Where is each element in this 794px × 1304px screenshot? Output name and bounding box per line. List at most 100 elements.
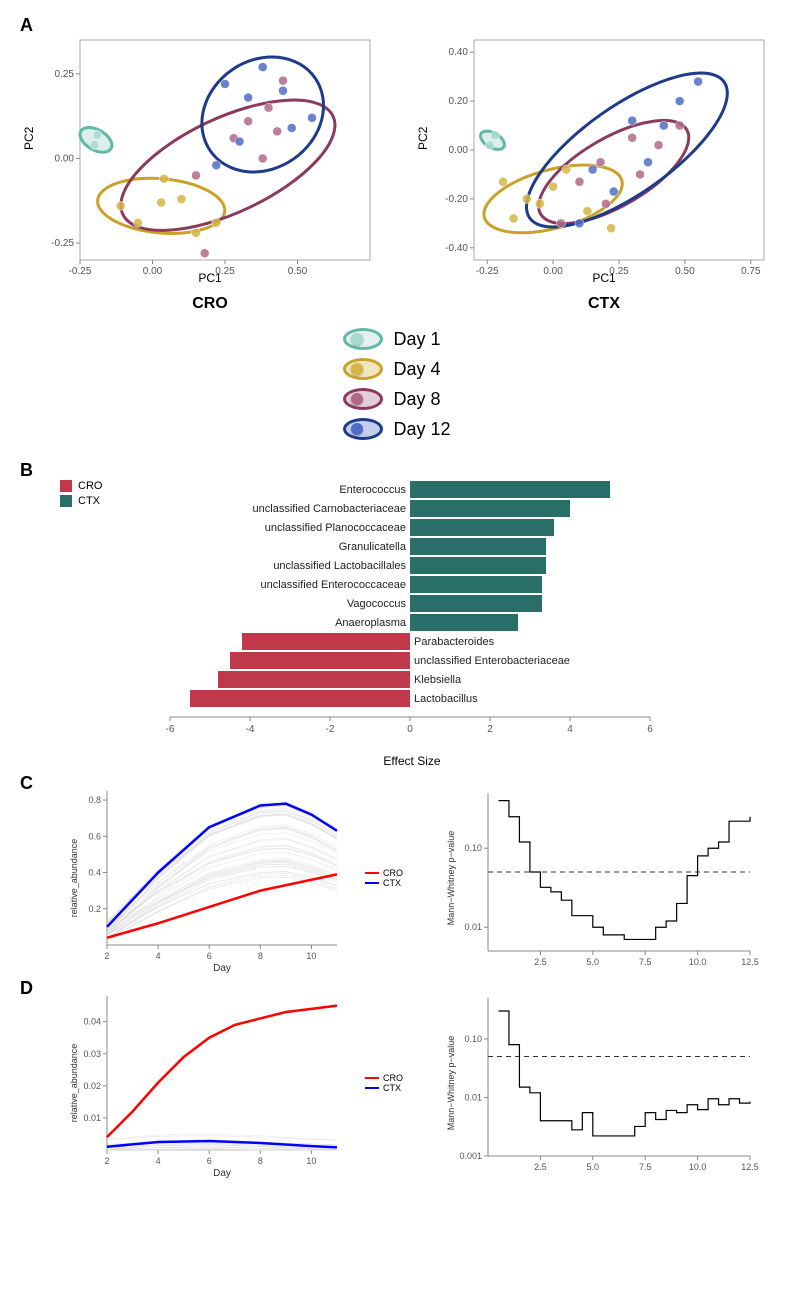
svg-text:0.40: 0.40 <box>449 47 469 58</box>
svg-text:6: 6 <box>207 951 212 961</box>
svg-text:0.001: 0.001 <box>459 1151 482 1161</box>
panel-c-left: 2468100.20.40.60.8relative_abundanceDay <box>65 783 345 973</box>
svg-text:5.0: 5.0 <box>587 1162 600 1172</box>
svg-text:0.10: 0.10 <box>464 843 482 853</box>
svg-text:-2: -2 <box>326 724 335 735</box>
panel-a-label: A <box>20 15 33 36</box>
svg-text:0.00: 0.00 <box>55 153 75 164</box>
svg-text:4: 4 <box>567 724 573 735</box>
svg-text:0.50: 0.50 <box>675 266 695 277</box>
svg-text:0.8: 0.8 <box>88 795 101 805</box>
svg-text:0.25: 0.25 <box>55 69 75 80</box>
panel-b: CROCTX Enterococcusunclassified Carnobac… <box>10 460 784 773</box>
svg-text:5.0: 5.0 <box>587 957 600 967</box>
svg-text:10.0: 10.0 <box>689 1162 707 1172</box>
svg-text:Lactobacillus: Lactobacillus <box>414 693 478 705</box>
legend-ctx: CTX <box>365 878 420 888</box>
svg-text:7.5: 7.5 <box>639 1162 652 1172</box>
svg-text:unclassified Lactobacillales: unclassified Lactobacillales <box>273 560 406 572</box>
svg-text:-4: -4 <box>246 724 255 735</box>
panel-c-legend: CROCTX <box>365 868 420 888</box>
svg-text:0.00: 0.00 <box>449 145 469 156</box>
svg-text:Anaeroplasma: Anaeroplasma <box>335 617 407 629</box>
svg-text:2: 2 <box>104 951 109 961</box>
ctx-title: CTX <box>434 295 774 313</box>
svg-text:unclassified Enterococcaceae: unclassified Enterococcaceae <box>260 579 406 591</box>
svg-text:0.01: 0.01 <box>464 922 482 932</box>
svg-text:0.00: 0.00 <box>543 266 563 277</box>
legend-ctx: CTX <box>365 1083 420 1093</box>
svg-text:-0.25: -0.25 <box>69 266 92 277</box>
panel-d: 2 4 6 8 10 0.01 0.02 0.03 0.04 relative_abundance… <box>10 978 784 1183</box>
svg-text:Parabacteroides: Parabacteroides <box>414 636 495 648</box>
panel-d-legend: CROCTX <box>365 1073 420 1093</box>
legend-item-day4: Day 4 <box>343 358 440 380</box>
legend-item-day8: Day 8 <box>343 388 440 410</box>
svg-text:relative_abundance: relative_abundance <box>69 839 79 918</box>
legend-item-day1: Day 1 <box>343 328 440 350</box>
svg-text:2.5: 2.5 <box>534 957 547 967</box>
svg-text:8: 8 <box>258 1156 263 1166</box>
svg-text:0.02: 0.02 <box>83 1081 101 1091</box>
svg-text:unclassified Planococcaceae: unclassified Planococcaceae <box>265 522 406 534</box>
svg-text:0: 0 <box>407 724 413 735</box>
svg-text:unclassified Carnobacteriaceae: unclassified Carnobacteriaceae <box>253 503 406 515</box>
svg-text:0.01: 0.01 <box>83 1113 101 1123</box>
effect-size-xlabel: Effect Size <box>80 754 744 768</box>
panel-c-right: 2.5 5.0 7.5 10.0 12.5 0.01 0.10 Mann−Whitney p−… <box>440 783 760 973</box>
svg-text:10: 10 <box>306 1156 316 1166</box>
panel-d-left: 2 4 6 8 10 0.01 0.02 0.03 0.04 relative_abundance… <box>65 988 345 1178</box>
svg-text:8: 8 <box>258 951 263 961</box>
svg-text:-6: -6 <box>166 724 175 735</box>
svg-text:unclassified Enterobacteriacea: unclassified Enterobacteriaceae <box>414 655 570 667</box>
svg-text:6: 6 <box>647 724 653 735</box>
svg-text:10.0: 10.0 <box>689 957 707 967</box>
legend-cro: CRO <box>365 868 420 878</box>
legend-item-day12: Day 12 <box>343 418 450 440</box>
svg-text:Enterococcus: Enterococcus <box>339 484 406 496</box>
svg-text:Klebsiella: Klebsiella <box>414 674 462 686</box>
svg-text:0.75: 0.75 <box>741 266 761 277</box>
svg-text:-0.25: -0.25 <box>476 266 499 277</box>
svg-text:6: 6 <box>207 1156 212 1166</box>
svg-text:7.5: 7.5 <box>639 957 652 967</box>
svg-text:Day: Day <box>213 1168 231 1178</box>
svg-text:0.4: 0.4 <box>88 868 101 878</box>
svg-text:0.10: 0.10 <box>464 1034 482 1044</box>
svg-text:Day: Day <box>213 963 231 973</box>
panel-a-legend: Day 1 Day 4 Day 8 Day 12 <box>343 328 450 440</box>
svg-text:Mann−Whitney p−value: Mann−Whitney p−value <box>446 831 456 926</box>
panel-a: -0.250.000.250.50-0.250.000.25 PC2 PC1 C… <box>10 10 784 318</box>
svg-text:0.2: 0.2 <box>88 904 101 914</box>
pc1-label-2: PC1 <box>592 271 615 285</box>
pca-cro-wrapper: -0.250.000.250.50-0.250.000.25 PC2 PC1 C… <box>40 30 380 313</box>
pc1-label: PC1 <box>198 271 221 285</box>
pca-cro: -0.250.000.250.50-0.250.000.25 PC2 PC1 <box>40 30 380 290</box>
pc2-label-2: PC2 <box>416 127 430 150</box>
svg-text:4: 4 <box>156 1156 161 1166</box>
svg-text:0.50: 0.50 <box>288 266 308 277</box>
panel-d-right: 2.5 5.0 7.5 10.0 12.5 0.001 0.01 0.10 Mann−Whitn… <box>440 988 760 1178</box>
svg-text:10: 10 <box>306 951 316 961</box>
svg-text:2.5: 2.5 <box>534 1162 547 1172</box>
svg-text:0.00: 0.00 <box>143 266 163 277</box>
effect-size-chart: Enterococcus unclassified Carnobacteriace… <box>80 475 744 739</box>
pca-ctx: -0.250.000.250.500.75-0.40-0.200.000.200… <box>434 30 774 290</box>
svg-text:-0.20: -0.20 <box>445 194 468 205</box>
svg-text:2: 2 <box>104 1156 109 1166</box>
svg-text:0.03: 0.03 <box>83 1049 101 1059</box>
svg-text:-0.25: -0.25 <box>51 238 74 249</box>
svg-text:0.04: 0.04 <box>83 1017 101 1027</box>
cro-title: CRO <box>40 295 380 313</box>
svg-text:12.5: 12.5 <box>741 957 759 967</box>
svg-text:0.01: 0.01 <box>464 1092 482 1102</box>
svg-text:Granulicatella: Granulicatella <box>339 541 407 553</box>
panel-c: 2468100.20.40.60.8relative_abundanceDay … <box>10 773 784 978</box>
svg-text:12.5: 12.5 <box>741 1162 759 1172</box>
svg-text:Vagococcus: Vagococcus <box>347 598 407 610</box>
svg-text:0.6: 0.6 <box>88 831 101 841</box>
svg-text:0.20: 0.20 <box>449 96 469 107</box>
svg-text:Mann−Whitney p−value: Mann−Whitney p−value <box>446 1036 456 1131</box>
pca-ctx-wrapper: -0.250.000.250.500.75-0.40-0.200.000.200… <box>434 30 774 313</box>
svg-text:relative_abundance: relative_abundance <box>69 1044 79 1123</box>
